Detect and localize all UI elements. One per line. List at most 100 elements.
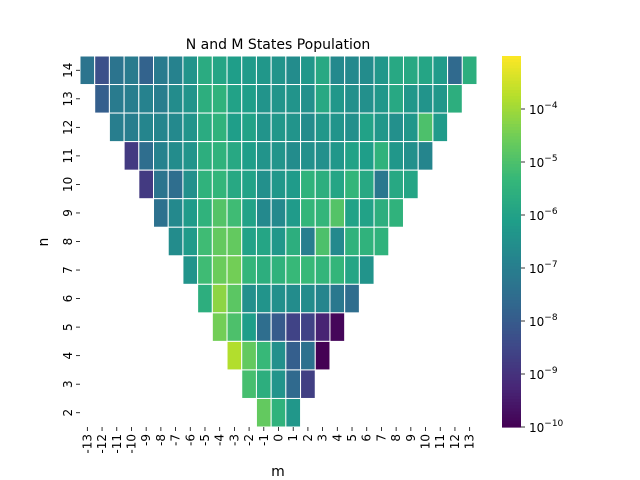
heatmap-cell [358,255,375,285]
heatmap-cell [79,55,96,86]
heatmap-cell [285,198,302,228]
heatmap-cell [270,169,287,200]
colorbar-segment [502,244,521,249]
heatmap-cell [388,198,404,228]
heatmap-cell [123,112,140,143]
colorbar-segment [502,256,521,261]
colorbar-segment [502,315,521,320]
heatmap-cell [197,226,213,257]
heatmap-cell [314,226,331,257]
heatmap-cell [285,84,302,114]
heatmap-cell [197,112,213,143]
colorbar-segment [502,405,521,410]
heatmap-cell [388,84,404,114]
heatmap-cell [329,226,346,257]
colorbar-segment [502,151,521,156]
colorbar-segment [502,309,521,314]
colorbar-segment [502,241,521,246]
x-tick-label: 11 [433,434,447,449]
colorbar-segment [502,368,521,372]
colorbar-segment [502,337,521,342]
heatmap-cell [285,312,302,342]
heatmap-cell [300,226,316,257]
heatmap-cell [373,169,390,200]
y-tick-label: 6 [61,295,75,303]
colorbar-segment [502,247,521,252]
colorbar-segment [502,80,521,85]
colorbar-segment [502,331,521,335]
heatmap-cell [255,84,272,114]
colorbar-segment [502,389,521,394]
x-tick-label: 4 [330,434,344,442]
heatmap-cell [255,226,272,257]
colorbar-segment [502,383,521,388]
colorbar-segment [502,358,521,363]
colorbar-segment [502,392,521,397]
heatmap-cell [255,141,272,171]
colorbar-segment [502,117,521,122]
heatmap-cell [182,169,199,200]
heatmap-cell [270,226,287,257]
heatmap-cell [197,141,213,171]
colorbar-tick-label: 10−7 [529,260,558,276]
heatmap-cell [344,112,360,143]
colorbar-segment [502,303,521,308]
colorbar-segment [502,229,521,233]
heatmap-cell [314,255,331,285]
heatmap-cell [255,369,272,399]
colorbar-segment [502,377,521,382]
colorbar-segment [502,250,521,255]
heatmap-cell [182,226,199,257]
heatmap-cell [402,169,419,200]
heatmap-cell [211,112,228,143]
heatmap-cell [241,141,257,171]
heatmap-cell [300,198,316,228]
heatmap-cell [255,198,272,228]
colorbar-segment [502,306,521,311]
heatmap-cell [153,141,169,171]
heatmap-cell [108,112,125,143]
y-tick-label: 14 [61,63,75,78]
heatmap-cell [270,340,287,371]
heatmap-cell [447,84,463,114]
heatmap-cell [344,283,360,314]
heatmap-cell [255,169,272,200]
y-tick-label: 7 [61,266,75,274]
heatmap-cell [94,55,110,86]
colorbar-segment [502,161,521,165]
heatmap-cell [300,84,316,114]
heatmap-cell [255,255,272,285]
colorbar-segment [502,374,521,379]
heatmap-cell [432,55,449,86]
heatmap-cell [211,255,228,285]
heatmap-cell [241,112,257,143]
colorbar-segment [502,90,521,94]
heatmap-cell [285,340,302,371]
heatmap-cell [226,283,243,314]
colorbar-segment [502,269,521,274]
heatmap-cell [285,141,302,171]
heatmap-cell [241,340,257,371]
heatmap-cell [300,112,316,143]
heatmap-cell [270,141,287,171]
heatmap-cell [211,198,228,228]
heatmap-cell [402,84,419,114]
y-tick-label: 9 [61,209,75,217]
heatmap-cell [270,312,287,342]
heatmap-cell [285,55,302,86]
colorbar-segment [502,111,521,116]
heatmap-cell [108,84,125,114]
heatmap-cell [447,55,463,86]
heatmap-cell [300,340,316,371]
heatmap-cell [285,255,302,285]
colorbar-segment [502,154,521,159]
x-tick-label: -2 [242,434,256,446]
x-tick-label: 3 [316,434,330,442]
heatmap-cell [211,283,228,314]
colorbar-segment [502,86,521,91]
heatmap-cell [211,226,228,257]
chart-title: N and M States Population [186,37,371,53]
colorbar-segment [502,120,521,125]
colorbar-segment [502,68,521,73]
